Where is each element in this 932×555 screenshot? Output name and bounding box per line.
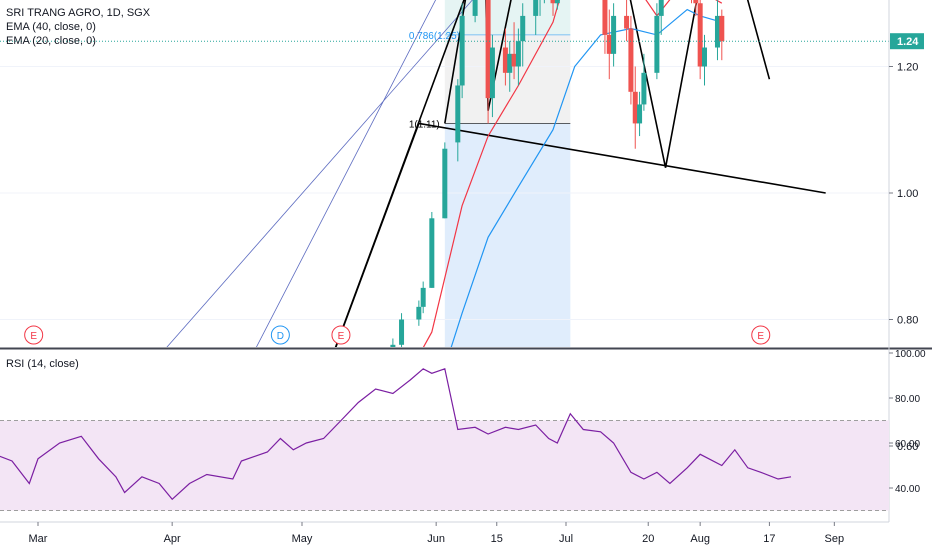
trend-channel-line [166, 0, 473, 347]
rsi-legend: RSI (14, close) [6, 357, 79, 371]
trendline [418, 122, 826, 194]
event-marker: E [751, 325, 771, 345]
candle-body [511, 53, 517, 67]
legend-ema20: EMA (20, close, 0) [6, 35, 96, 47]
last-price-badge-bg [890, 33, 924, 50]
candle-body [632, 91, 638, 124]
time-tick-label: May [292, 533, 313, 545]
candle-body [157, 535, 162, 550]
candle-body [230, 522, 235, 528]
candle-body [204, 528, 209, 534]
candle-body [139, 528, 144, 534]
rsi-pane [0, 368, 889, 511]
event-circle [24, 325, 44, 345]
price-tick-label: 1.20 [897, 62, 918, 74]
event-label: E [30, 331, 37, 342]
candle-body [399, 319, 405, 345]
candle-body [658, 0, 664, 16]
candle-body [611, 15, 617, 54]
event-circle [751, 325, 771, 345]
fib-level-label: 1.618(0.70) [399, 379, 450, 390]
main-pane: 0(1.76)0.236(1.61)0.382(1.51)0.5(1.44)0.… [0, 0, 889, 550]
candle-body [502, 47, 508, 73]
candle-body [714, 15, 720, 48]
time-tick-label: Apr [164, 533, 181, 545]
legend-rsi: RSI (14, close) [6, 358, 79, 370]
candle-body [554, 0, 560, 4]
event-marker: D [270, 325, 290, 345]
event-label: E [338, 331, 345, 342]
candle-body [637, 104, 643, 124]
time-tick-label: Aug [690, 533, 710, 545]
time-tick-label: Jul [559, 533, 573, 545]
candle-body [213, 528, 218, 529]
legend-ema40: EMA (40, close, 0) [6, 21, 96, 33]
candle-body [533, 0, 539, 16]
fib-zone [444, 123, 571, 347]
candle-body [602, 0, 608, 35]
rsi-tick-label: 40.00 [895, 484, 920, 495]
candle-body [520, 15, 526, 42]
trendline [334, 0, 465, 347]
event-marker: E [24, 325, 44, 345]
candle-body [701, 47, 707, 67]
candle-body [187, 535, 192, 541]
time-tick-label: 17 [763, 533, 775, 545]
price-tick-label: 1.00 [897, 188, 918, 200]
rsi-tick-label: 80.00 [895, 394, 920, 405]
rsi-tick-label: 100.00 [895, 349, 926, 360]
trend-channel-line [256, 0, 437, 347]
candle-body [550, 0, 556, 4]
candle-body [693, 0, 699, 4]
time-tick-label: 20 [642, 533, 654, 545]
time-tick-label: Jun [427, 533, 445, 545]
candle-body [416, 306, 422, 320]
candle-body [719, 15, 725, 42]
rsi-tick-label: 60.00 [895, 439, 920, 450]
event-circle [331, 325, 351, 345]
candle-body [641, 72, 647, 105]
candle-body [472, 0, 478, 16]
candle-body [628, 28, 634, 92]
main-legend: SRI TRANG AGRO, 1D, SGX EMA (40, close, … [6, 6, 150, 48]
event-label: D [277, 331, 284, 342]
candle-body [697, 3, 703, 67]
candle-body [654, 15, 660, 73]
fib-level-label: 0.786(1.25) [409, 31, 460, 42]
candle-body [485, 0, 491, 99]
candle-body [390, 344, 396, 347]
ema40-line [450, 8, 722, 347]
ema20-line [422, 0, 723, 347]
candle-body [420, 287, 426, 307]
event-label: E [757, 331, 764, 342]
last-price-badge-label: 1.24 [897, 36, 919, 48]
candle-body [455, 85, 461, 143]
last-price-badge: 1.24 [890, 33, 924, 50]
event-marker: E [331, 325, 351, 345]
candle-body [624, 15, 630, 29]
time-tick-label: Mar [29, 533, 48, 545]
candle-body [459, 15, 465, 86]
candle-body [148, 528, 153, 534]
trendline [335, 123, 420, 347]
candle-body [429, 218, 435, 288]
candle-body [239, 516, 244, 522]
time-tick-label: 15 [491, 533, 503, 545]
candle-body [606, 34, 612, 54]
price-tick-label: 0.80 [897, 315, 918, 327]
candle-body [442, 148, 448, 219]
candle-body [515, 41, 521, 67]
time-tick-label: Sep [825, 533, 845, 545]
candle-body [507, 53, 513, 73]
rsi-band [0, 420, 889, 511]
event-circle [270, 325, 290, 345]
rsi-line [0, 368, 792, 501]
price-tick-label: 0.60 [897, 441, 918, 453]
candle-body [382, 376, 387, 414]
symbol-title: SRI TRANG AGRO, 1D, SGX [6, 7, 151, 19]
candle-body [489, 47, 495, 99]
